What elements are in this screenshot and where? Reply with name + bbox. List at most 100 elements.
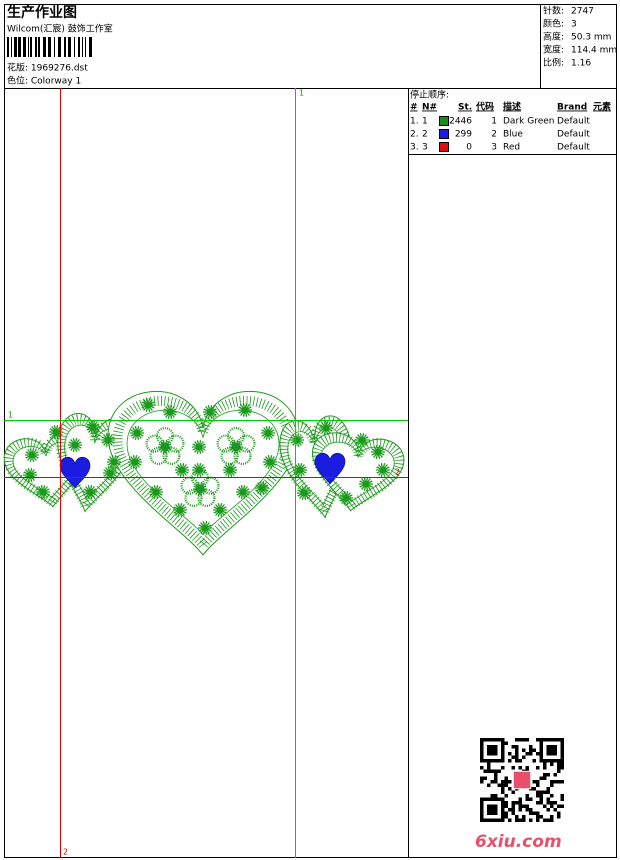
qr-cell [515, 752, 519, 756]
petal [162, 446, 181, 465]
qr-cell [536, 815, 540, 819]
color-swatch [439, 129, 449, 139]
qr-finder [487, 745, 498, 756]
qr-cell [511, 804, 515, 808]
qr-cell [543, 762, 547, 766]
qr-finder [539, 738, 564, 763]
qr-cell [553, 773, 557, 777]
stat-label: 针数: [543, 5, 564, 17]
qr-cell [560, 766, 564, 770]
heart-inner [126, 409, 280, 536]
qr-cell [532, 759, 536, 763]
bar-stripe [7, 37, 9, 57]
qr-cell [515, 738, 519, 742]
qr-cell [504, 780, 508, 784]
qr-cell [529, 811, 533, 815]
qr-cell [494, 776, 498, 780]
bar-stripe [14, 37, 17, 57]
qr-cell [504, 794, 508, 798]
petal [184, 488, 203, 507]
bar-stripe [85, 37, 86, 57]
qr-cell [560, 797, 564, 801]
star-stitch [173, 503, 187, 517]
qr-cell [525, 794, 529, 798]
table-header: # [410, 103, 418, 113]
star-stitch [263, 455, 277, 469]
qr-cell [494, 773, 498, 777]
heart-satin [311, 432, 404, 514]
bar-stripe [82, 37, 83, 57]
watermark: 6xiu.com [475, 832, 562, 852]
row-needle: 3 [422, 143, 428, 153]
bar-stripe [35, 37, 37, 57]
qr-cell [508, 787, 512, 791]
qr-cell [511, 811, 515, 815]
qr-cell [518, 804, 522, 808]
qr-cell [525, 766, 529, 770]
qr-cell [501, 787, 505, 791]
qr-cell [529, 818, 533, 822]
row-brand: Default [557, 130, 590, 140]
star-stitch [238, 403, 252, 417]
star-stitch [130, 426, 144, 440]
qr-cell [557, 815, 561, 819]
qr-cell [504, 741, 508, 745]
qr-cell [536, 766, 540, 770]
row-code: 3 [491, 143, 497, 153]
bar-stripe [18, 37, 21, 57]
bar-stripe [74, 37, 75, 57]
qr-finder [487, 804, 498, 815]
qr-cell [543, 804, 547, 808]
blue-heart [314, 452, 346, 485]
qr-cell [546, 797, 550, 801]
stat-label: 宽度: [543, 44, 564, 56]
qr-cell [494, 794, 498, 798]
star-stitch [359, 477, 373, 491]
star-stitch [128, 455, 142, 469]
qr-cell [539, 801, 543, 805]
qr-cell [539, 776, 543, 780]
row-needle: 1 [422, 117, 428, 127]
qr-cell [490, 769, 494, 773]
qr-cell [529, 808, 533, 812]
star-stitch [192, 463, 206, 477]
star-stitch [83, 485, 97, 499]
star-stitch [319, 421, 333, 435]
stat-value: 114.4 mm [571, 46, 617, 56]
table-header: N# [422, 103, 437, 113]
qr-cell [525, 752, 529, 756]
qr-cell [546, 790, 550, 794]
qr-cell [557, 762, 561, 766]
qr-cell [539, 794, 543, 798]
qr-cell [546, 787, 550, 791]
qr-cell [515, 818, 519, 822]
qr-cell [536, 780, 540, 784]
petal [220, 446, 239, 465]
qr-cell [525, 738, 529, 742]
qr-finder [480, 738, 505, 763]
star-stitch [376, 463, 390, 477]
bar-stripe [30, 37, 32, 57]
qr-cell [494, 780, 498, 784]
qr-cell [532, 811, 536, 815]
qr-cell [518, 818, 522, 822]
star-stitch [103, 466, 117, 480]
qr-cell [546, 773, 550, 777]
row-needle: 2 [422, 130, 428, 140]
qr-cell [550, 783, 554, 787]
table-header: 元素 [593, 101, 611, 113]
qr-cell [522, 755, 526, 759]
qr-cell [546, 818, 550, 822]
qr-cell [483, 776, 487, 780]
qr-cell [557, 766, 561, 770]
qr-finder [480, 797, 505, 822]
qr-cell [522, 804, 526, 808]
star-stitch [107, 455, 121, 469]
qr-cell [522, 748, 526, 752]
row-code: 1 [491, 117, 497, 127]
bar-stripe [11, 37, 12, 57]
qr-cell [515, 759, 519, 763]
page-border [4, 4, 617, 858]
qr-cell [515, 815, 519, 819]
